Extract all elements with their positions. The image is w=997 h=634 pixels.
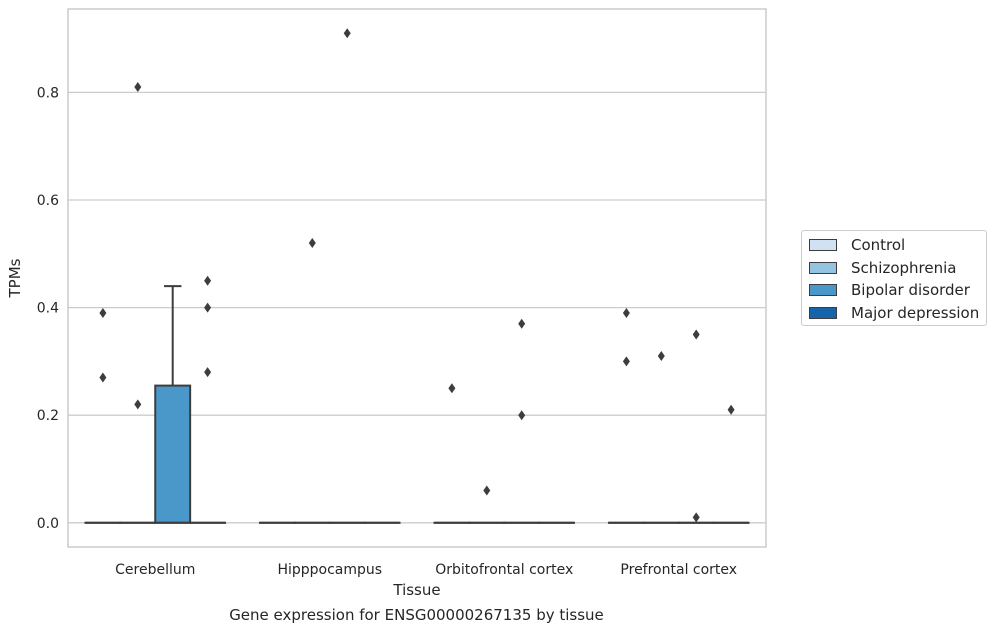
y-tick-label: 0.8 — [37, 85, 59, 101]
outlier-cerebellum-schizophrenia — [134, 82, 142, 93]
outlier-hipppocampus-bipolar-disorder — [343, 28, 351, 39]
legend-swatch-schizophrenia — [809, 262, 837, 274]
outlier-orbitofrontal-cortex-bipolar-disorder — [518, 318, 526, 329]
x-tick-label: Prefrontal cortex — [620, 562, 737, 578]
legend-item-bipolar-disorder: Bipolar disorder — [809, 281, 970, 299]
outlier-cerebellum-major-depression — [204, 275, 212, 286]
legend-label-control: Control — [851, 236, 906, 254]
x-tick-label: Orbitofrontal cortex — [435, 562, 573, 578]
outlier-prefrontal-cortex-schizophrenia — [657, 351, 665, 362]
legend: Control Schizophrenia Bipolar disorder M… — [801, 230, 987, 326]
box-cerebellum-bipolar-disorder — [154, 285, 192, 524]
outlier-cerebellum-major-depression — [204, 302, 212, 313]
plot-area-frame — [67, 8, 767, 548]
outlier-prefrontal-cortex-control — [622, 307, 630, 318]
box-plot-boxes — [84, 285, 750, 524]
legend-item-major-depression: Major depression — [809, 304, 979, 322]
legend-swatch-major-depression — [809, 307, 837, 319]
y-axis-title: TPMs — [6, 258, 24, 298]
outlier-hipppocampus-schizophrenia — [308, 238, 316, 249]
outlier-prefrontal-cortex-bipolar-disorder — [692, 512, 700, 523]
outlier-cerebellum-control — [99, 307, 107, 318]
box-body — [154, 384, 192, 524]
outlier-orbitofrontal-cortex-control — [448, 383, 456, 394]
outlier-prefrontal-cortex-major-depression — [727, 404, 735, 415]
outlier-cerebellum-major-depression — [204, 367, 212, 378]
y-tick-labels: 0.0 0.2 0.4 0.6 0.8 — [37, 85, 59, 531]
legend-item-control: Control — [809, 236, 905, 254]
y-tick-label: 0.2 — [37, 408, 59, 424]
y-tick-label: 0.6 — [37, 193, 59, 209]
legend-label-major-depression: Major depression — [851, 304, 980, 322]
x-tick-labels: Cerebellum Hipppocampus Orbitofrontal cort… — [115, 562, 737, 578]
y-tick-label: 0.4 — [37, 301, 59, 317]
legend-item-schizophrenia: Schizophrenia — [809, 259, 956, 277]
legend-swatch-bipolar-disorder — [809, 284, 837, 296]
x-tick-label: Hipppocampus — [277, 562, 382, 578]
legend-swatch-control — [809, 239, 837, 251]
y-tick-label: 0.0 — [37, 516, 59, 532]
outlier-orbitofrontal-cortex-schizophrenia — [483, 485, 491, 496]
legend-label-schizophrenia: Schizophrenia — [851, 259, 957, 277]
legend-label-bipolar-disorder: Bipolar disorder — [851, 281, 970, 299]
outlier-prefrontal-cortex-control — [622, 356, 630, 367]
chart-caption: Gene expression for ENSG00000267135 by t… — [229, 606, 604, 624]
outlier-orbitofrontal-cortex-bipolar-disorder — [518, 410, 526, 421]
x-axis-title: Tissue — [392, 581, 440, 599]
outlier-points — [99, 28, 735, 523]
x-tick-label: Cerebellum — [115, 562, 195, 578]
outlier-prefrontal-cortex-bipolar-disorder — [692, 329, 700, 340]
outlier-cerebellum-schizophrenia — [134, 399, 142, 410]
outlier-cerebellum-control — [99, 372, 107, 383]
